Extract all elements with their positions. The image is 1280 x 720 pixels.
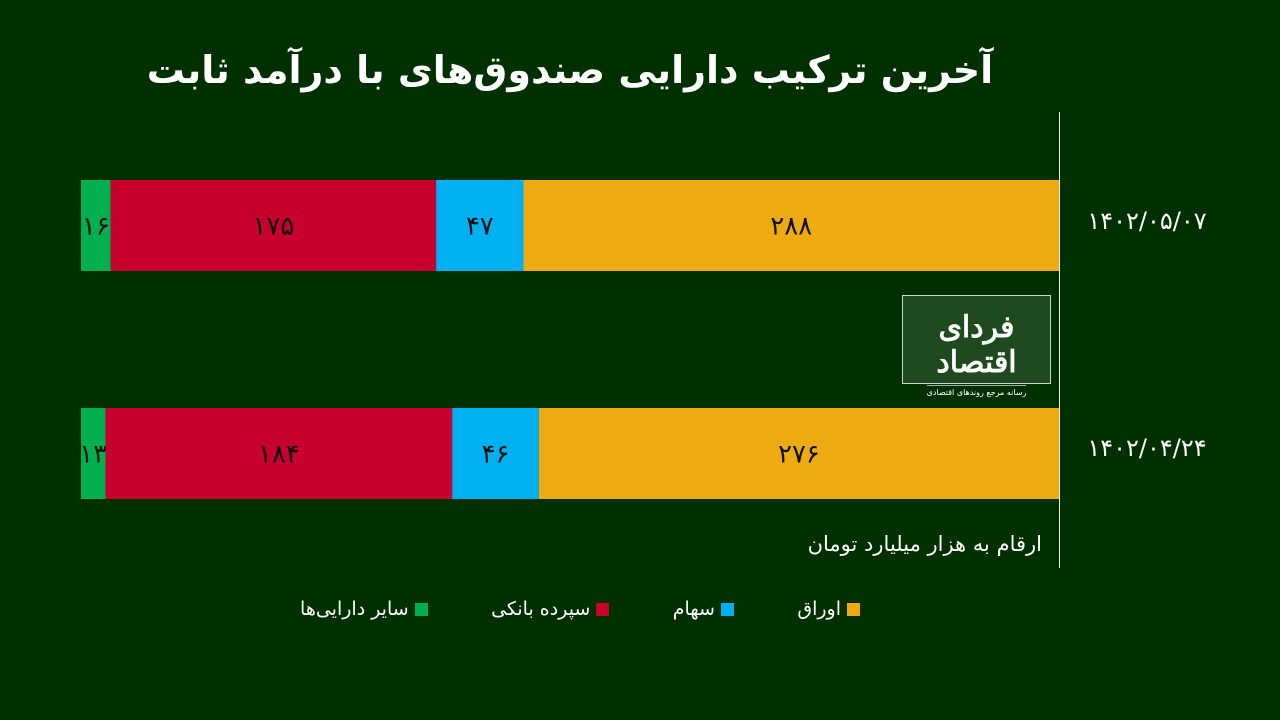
category-label: ۱۴۰۲/۰۴/۲۴ [1087, 434, 1207, 462]
legend-swatch [847, 602, 860, 616]
legend-label: سایر دارایی‌ها [300, 598, 409, 620]
data-label: ۱۸۴ [258, 440, 300, 470]
legend: سایر دارایی‌ها سپرده بانکی سهام اوراق [300, 598, 860, 620]
logo: فردای اقتصاد رسانه مرجع روندهای اقتصادی [902, 295, 1051, 397]
bar-segment [523, 180, 1059, 271]
bar-segment [452, 408, 539, 499]
legend-item: سایر دارایی‌ها [300, 598, 428, 620]
data-label: ۲۸۸ [770, 212, 812, 242]
category-axis-line [1059, 112, 1060, 568]
logo-tagline: رسانه مرجع روندهای اقتصادی [926, 385, 1027, 397]
data-label: ۱۷۵ [252, 212, 294, 242]
legend-swatch [720, 602, 734, 616]
chart-title: آخرین ترکیب دارایی صندوق‌های با درآمد ثا… [146, 48, 994, 92]
legend-item: سهام [673, 598, 734, 620]
data-label: ۲۷۶ [778, 440, 820, 470]
data-label: ۱۳ [79, 440, 107, 470]
legend-label: سهام [672, 598, 715, 620]
bar-segment [105, 408, 453, 499]
legend-item: اوراق [797, 598, 860, 620]
category-label: ۱۴۰۲/۰۵/۰۷ [1087, 207, 1207, 235]
bar-segment [81, 408, 106, 499]
legend-item: سپرده بانکی [491, 598, 610, 620]
legend-swatch [414, 602, 428, 616]
data-label: ۱۶ [82, 212, 110, 242]
unit-note: ارقام به هزار میلیارد تومان [807, 532, 1042, 556]
legend-swatch [596, 602, 610, 616]
logo-name: فردای اقتصاد [936, 310, 1017, 380]
data-label: ۴۶ [482, 440, 510, 470]
data-label: ۴۷ [466, 212, 494, 242]
bar-segment [110, 180, 437, 271]
legend-label: اوراق [797, 598, 841, 620]
legend-label: سپرده بانکی [491, 598, 591, 620]
bar-segment [81, 180, 111, 271]
bar-segment [436, 180, 524, 271]
bar-segment [538, 408, 1059, 499]
